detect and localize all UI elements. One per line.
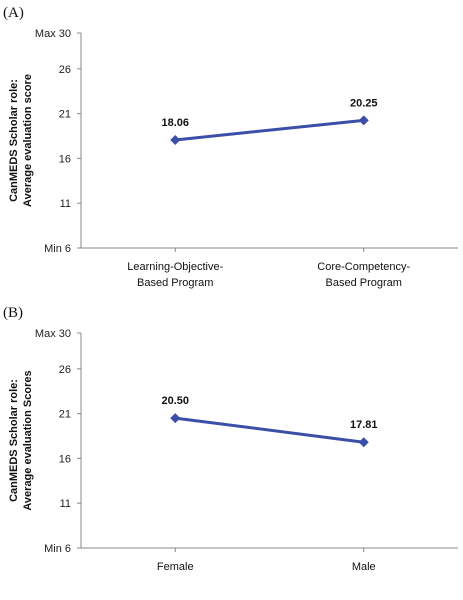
x-category-label: Female: [157, 561, 194, 573]
y-tick-label: 16: [59, 153, 71, 165]
data-point-marker: [170, 134, 181, 145]
x-category-line: Female: [157, 561, 194, 573]
data-label: 20.25: [350, 97, 378, 109]
x-category-line: Core-Competency-: [317, 261, 410, 273]
data-label: 20.50: [161, 395, 189, 407]
x-category-label: Male: [352, 561, 376, 573]
y-tick-label: 11: [60, 198, 71, 210]
x-category-label: Learning-Objective- Based Program: [127, 261, 223, 289]
y-tick-label: Min 6: [44, 243, 71, 255]
y-axis-title-line: Average evaluation score: [22, 74, 34, 207]
y-tick-label: 21: [59, 409, 71, 421]
x-category-line: Based Program: [137, 277, 213, 289]
y-axis-title: CanMEDS Scholar role: Average evaluation …: [8, 74, 34, 207]
x-category-line: Male: [352, 561, 376, 573]
x-category-line: Based Program: [326, 277, 402, 289]
y-axis-title-line: CanMEDS Scholar role:: [8, 379, 20, 502]
y-tick-label: 21: [59, 109, 71, 121]
data-label: 18.06: [161, 117, 189, 129]
y-axis-title-line: Average evaluation Scores: [22, 370, 34, 510]
panel-a-chart: (A) Max 30 26 21 16 11 Min 6 Learning-Objective…: [3, 5, 458, 289]
y-tick-label: Max 30: [35, 328, 71, 340]
y-tick-label: 26: [59, 364, 71, 376]
data-point-marker: [170, 413, 181, 424]
y-axis-title: CanMEDS Scholar role: Average evaluation …: [8, 370, 34, 510]
y-tick-label: Max 30: [35, 28, 71, 40]
x-category-label: Core-Competency- Based Program: [317, 261, 410, 289]
y-tick-label: Min 6: [44, 543, 71, 555]
panel-label: (B): [3, 305, 23, 321]
panel-label: (A): [3, 5, 24, 21]
y-axis-title-line: CanMEDS Scholar role:: [8, 79, 20, 202]
y-tick-label: 16: [59, 453, 71, 465]
y-tick-label: 11: [60, 498, 71, 510]
series-line: [175, 118, 364, 142]
series-line: [175, 416, 364, 444]
panel-b-chart: (B) Max 30 26 21 16 11 Min 6 Female Male CanMEDS …: [0, 300, 463, 600]
x-category-line: Learning-Objective-: [127, 261, 223, 273]
chart-b-svg: (B) Max 30 26 21 16 11 Min 6 Female Male CanMEDS …: [3, 305, 458, 573]
data-point-marker: [358, 437, 369, 448]
data-label: 17.81: [350, 419, 378, 431]
data-point-marker: [358, 115, 369, 126]
chart-a-svg: (A) Max 30 26 21 16 11 Min 6 Learning-Objective…: [3, 5, 458, 289]
y-tick-label: 26: [59, 64, 71, 76]
